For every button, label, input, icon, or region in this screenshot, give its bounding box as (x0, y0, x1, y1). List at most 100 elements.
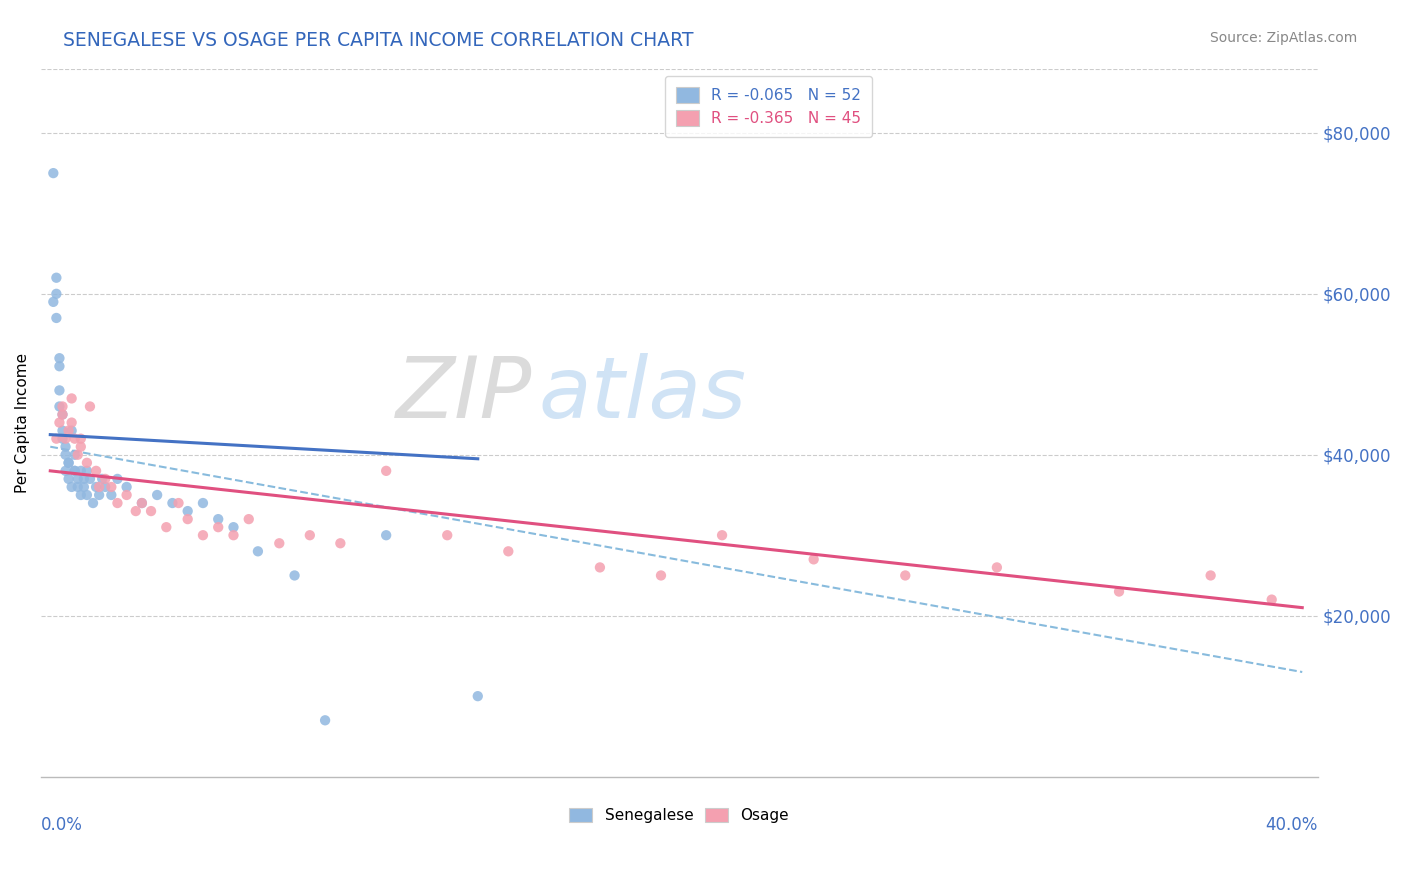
Point (176, 512, 198, 526)
Point (329, 536, 352, 550)
Point (100, 488, 122, 502)
Point (60, 416, 83, 430)
Text: atlas: atlas (538, 352, 747, 436)
Point (115, 488, 138, 502)
Point (803, 552, 825, 566)
Point (107, 496, 129, 510)
Text: 0.0%: 0.0% (41, 815, 83, 833)
Point (131, 496, 153, 510)
Point (222, 520, 245, 534)
Point (69, 464, 91, 478)
Point (58, 456, 80, 470)
Point (246, 544, 269, 558)
Point (650, 568, 672, 582)
Point (51, 408, 73, 422)
Text: Source: ZipAtlas.com: Source: ZipAtlas.com (1209, 31, 1357, 45)
Point (207, 520, 229, 534)
Point (89, 480, 111, 494)
Point (89, 488, 111, 502)
Point (131, 496, 153, 510)
Point (69, 440, 91, 454)
Point (84, 464, 107, 478)
Point (107, 472, 129, 486)
Point (55, 432, 77, 446)
Point (69, 432, 91, 446)
Point (191, 496, 214, 510)
Point (42, 166, 65, 180)
Point (314, 714, 336, 728)
Point (66, 472, 89, 486)
Point (84, 480, 107, 494)
Point (207, 512, 229, 526)
Point (45, 310, 67, 325)
Point (55, 440, 77, 454)
Point (66, 448, 89, 462)
Point (51, 424, 73, 438)
Point (1260, 592, 1282, 607)
Point (48, 351, 70, 366)
Point (51, 408, 73, 422)
Point (42, 294, 65, 309)
Point (139, 504, 162, 518)
Point (222, 528, 245, 542)
Point (55, 464, 77, 478)
Point (94, 480, 117, 494)
Point (155, 520, 177, 534)
Point (238, 512, 260, 526)
Point (60, 424, 83, 438)
Point (55, 448, 77, 462)
Point (48, 416, 70, 430)
Point (176, 504, 198, 518)
Point (73, 472, 96, 486)
Point (269, 536, 291, 550)
Text: ZIP: ZIP (396, 352, 533, 436)
Point (191, 528, 214, 542)
Point (58, 472, 80, 486)
Point (76, 464, 98, 478)
Point (63, 448, 86, 462)
Point (48, 400, 70, 414)
Point (375, 528, 398, 542)
Legend: R = -0.065   N = 52, R = -0.365   N = 45: R = -0.065 N = 52, R = -0.365 N = 45 (665, 76, 872, 137)
Point (91, 472, 114, 486)
Point (82, 496, 104, 510)
Point (100, 480, 122, 494)
Point (79, 400, 101, 414)
Point (115, 480, 138, 494)
Point (66, 480, 89, 494)
Point (45, 286, 67, 301)
Point (63, 464, 86, 478)
Point (167, 496, 190, 510)
Point (162, 496, 184, 510)
Point (1199, 568, 1222, 582)
Point (498, 544, 520, 558)
Point (125, 504, 148, 518)
Point (76, 488, 98, 502)
Point (48, 384, 70, 398)
Point (69, 488, 91, 502)
Point (284, 568, 307, 582)
Point (1108, 584, 1130, 599)
Point (589, 560, 612, 574)
Point (467, 689, 489, 703)
Point (58, 456, 80, 470)
Point (73, 480, 96, 494)
Point (146, 488, 169, 502)
Point (711, 528, 734, 542)
Point (51, 400, 73, 414)
Text: SENEGALESE VS OSAGE PER CAPITA INCOME CORRELATION CHART: SENEGALESE VS OSAGE PER CAPITA INCOME CO… (63, 31, 693, 50)
Point (894, 568, 917, 582)
Point (298, 528, 321, 542)
Point (375, 464, 398, 478)
Point (63, 432, 86, 446)
Point (60, 392, 83, 406)
Point (58, 424, 80, 438)
Point (45, 270, 67, 285)
Point (60, 480, 83, 494)
Point (986, 560, 1008, 574)
Point (51, 432, 73, 446)
Point (63, 464, 86, 478)
Point (45, 432, 67, 446)
Point (79, 472, 101, 486)
Point (48, 359, 70, 374)
